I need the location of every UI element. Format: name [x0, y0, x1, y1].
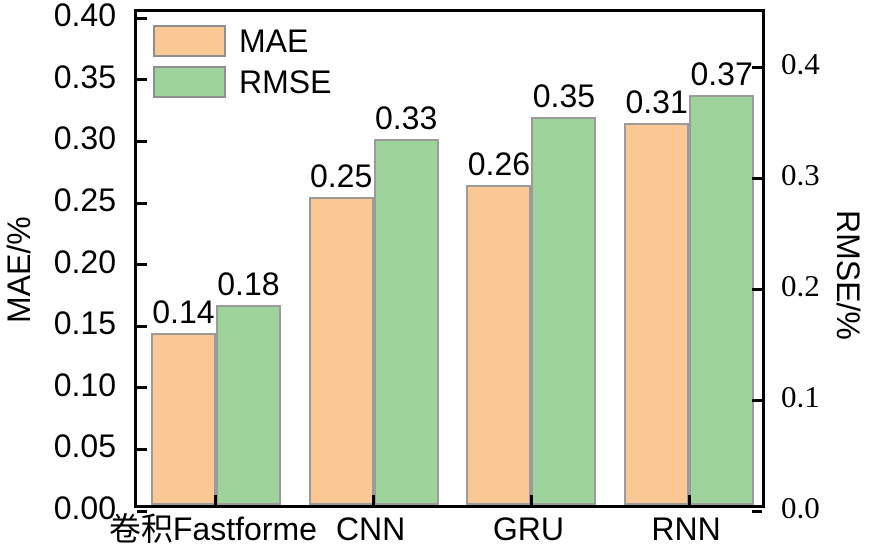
bar-rmse-2: [531, 116, 597, 505]
bar-value-label: 0.14: [152, 293, 215, 330]
bar-mae-3: [624, 123, 690, 505]
left-axis-tick: [137, 263, 147, 267]
bar-value-label: 0.26: [467, 145, 531, 182]
plot-area: 0.14 0.25 0.26 0.31 0.18 0.33 0.35 0.37 MAE RMSE: [134, 9, 765, 513]
left-axis-tick: [137, 324, 147, 328]
right-axis-tick: [752, 176, 762, 180]
legend-label: MAE: [239, 23, 309, 59]
bar-mae-0: [150, 332, 216, 505]
left-axis-tick: [137, 386, 147, 390]
bar-value-label: 0.18: [217, 266, 280, 303]
right-axis-tick-label: 0.1: [781, 379, 820, 415]
right-axis-tick-label: 0.4: [781, 46, 820, 82]
left-axis-tick-label: 0.00: [53, 490, 116, 526]
bar-mae-1: [308, 197, 374, 505]
bar-value-label: 0.35: [532, 77, 596, 114]
legend-swatch-rmse: [153, 66, 226, 98]
left-axis-tick-label: 0.15: [53, 305, 116, 342]
legend-label: RMSE: [239, 64, 332, 100]
bar-mae-2: [466, 184, 532, 505]
x-axis-tick: [372, 495, 376, 505]
left-axis-tick: [137, 139, 147, 143]
legend-item-rmse: RMSE: [153, 65, 331, 99]
right-axis-tick-label: 0.0: [781, 490, 820, 525]
right-axis-tick: [752, 287, 762, 291]
legend-item-mae: MAE: [153, 24, 331, 58]
right-axis-title: RMSE/%: [830, 209, 867, 340]
bar-rmse-3: [689, 94, 755, 505]
bar-value-label: 0.25: [309, 158, 373, 194]
legend: MAE RMSE: [153, 24, 331, 106]
bar-rmse-1: [373, 139, 439, 505]
left-axis-tick: [137, 509, 147, 513]
x-axis-category-label: CNN: [335, 511, 406, 547]
x-axis-category-label: RNN: [651, 511, 721, 547]
left-axis-tick-label: 0.05: [53, 428, 116, 465]
right-axis-tick: [752, 65, 762, 69]
x-axis-tick: [687, 495, 691, 505]
plot-inner: 0.14 0.25 0.26 0.31 0.18 0.33 0.35 0.37 MAE RMSE: [137, 12, 762, 513]
legend-swatch-mae: [153, 25, 226, 57]
x-axis-category-label: GRU: [492, 511, 564, 547]
bar-value-label: 0.31: [625, 84, 688, 120]
bar-rmse-0: [215, 305, 281, 505]
right-axis-tick-label: 0.2: [781, 268, 820, 304]
left-axis-tick: [137, 78, 147, 82]
right-axis-tick: [752, 509, 762, 513]
bar-value-label: 0.37: [690, 55, 753, 92]
x-axis-category-label: 卷积Fastforme: [108, 511, 317, 547]
left-axis-tick: [137, 447, 147, 451]
left-axis-tick-label: 0.10: [53, 366, 116, 403]
right-axis-tick-label: 0.3: [781, 157, 820, 193]
bar-value-label: 0.33: [374, 100, 438, 137]
left-axis-tick: [137, 201, 147, 205]
x-axis-tick: [529, 495, 533, 505]
left-axis-tick: [137, 16, 147, 20]
left-axis-tick-label: 0.20: [53, 243, 116, 280]
left-axis-tick-label: 0.25: [53, 182, 116, 218]
left-axis-tick-label: 0.35: [53, 58, 116, 95]
right-axis-tick: [752, 398, 762, 402]
x-axis-tick: [214, 495, 218, 505]
left-axis-tick-label: 0.30: [53, 120, 116, 157]
left-axis-tick-label: 0.40: [53, 0, 116, 34]
